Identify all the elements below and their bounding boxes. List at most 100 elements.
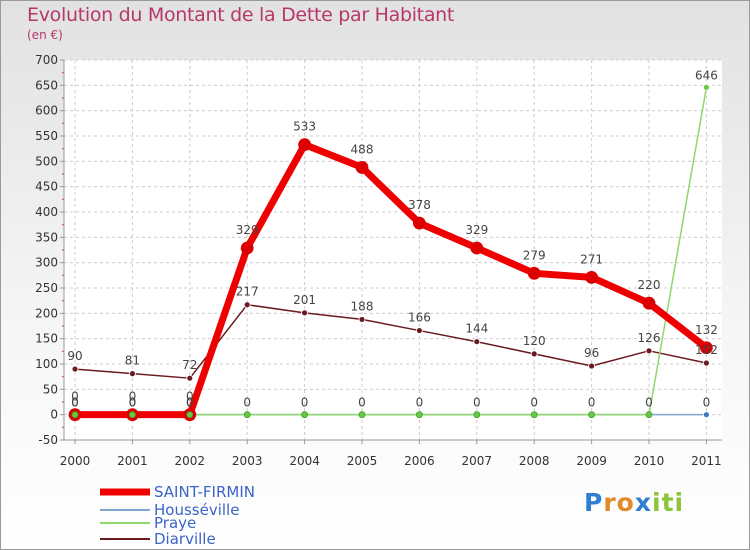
axes bbox=[60, 59, 722, 444]
data-label: 0 bbox=[416, 396, 424, 410]
y-tick-label: 300 bbox=[35, 256, 58, 270]
data-label: 271 bbox=[580, 252, 603, 266]
x-tick-label: 2006 bbox=[404, 454, 435, 468]
data-label: 0 bbox=[243, 396, 251, 410]
data-label: 102 bbox=[695, 343, 718, 357]
data-label: 0 bbox=[186, 396, 194, 410]
x-tick-label: 2011 bbox=[691, 454, 722, 468]
x-tick-label: 2002 bbox=[175, 454, 206, 468]
data-label: 72 bbox=[182, 358, 197, 372]
data-point bbox=[186, 411, 194, 419]
data-label: 279 bbox=[523, 248, 546, 262]
data-point bbox=[355, 161, 369, 174]
data-label: 81 bbox=[125, 354, 140, 368]
legend-label: SAINT-FIRMIN bbox=[154, 483, 255, 501]
data-point bbox=[128, 370, 136, 378]
data-point bbox=[585, 270, 598, 284]
data-label: 646 bbox=[695, 68, 718, 82]
data-point bbox=[588, 362, 595, 370]
x-tick-label: 2001 bbox=[117, 454, 148, 468]
x-tick-label: 2003 bbox=[232, 454, 263, 468]
logo-letter: i bbox=[674, 488, 685, 517]
data-label: 329 bbox=[236, 223, 259, 237]
data-label: 166 bbox=[408, 311, 431, 325]
x-tick-label: 2009 bbox=[576, 454, 607, 468]
chart-title: Evolution du Montant de la Dette par Hab… bbox=[27, 4, 455, 26]
data-point bbox=[415, 411, 423, 419]
y-tick-label: 600 bbox=[35, 104, 58, 118]
y-tick-label: -50 bbox=[38, 433, 58, 447]
data-label: 217 bbox=[236, 285, 259, 299]
proxiti-logo: Proxiti bbox=[584, 488, 684, 517]
data-point bbox=[243, 411, 251, 419]
legend-label: Praye bbox=[154, 514, 196, 532]
chart-unit: (en €) bbox=[27, 28, 63, 42]
data-point bbox=[703, 83, 710, 91]
data-label: 0 bbox=[71, 390, 79, 404]
logo-letter: P bbox=[584, 488, 604, 517]
y-tick-label: 100 bbox=[35, 357, 58, 371]
data-point bbox=[470, 241, 484, 255]
y-tick-label: 200 bbox=[35, 306, 58, 320]
y-tick-label: 450 bbox=[35, 180, 58, 194]
data-point bbox=[645, 411, 653, 419]
data-label: 126 bbox=[638, 331, 661, 345]
y-tick-label: 650 bbox=[35, 78, 58, 92]
data-point bbox=[240, 241, 254, 255]
data-point bbox=[243, 301, 251, 309]
data-point bbox=[473, 338, 481, 346]
logo-letter: i bbox=[652, 488, 662, 517]
data-label: 0 bbox=[703, 396, 711, 410]
data-label: 488 bbox=[351, 142, 374, 156]
x-tick-label: 2000 bbox=[60, 454, 91, 468]
plot-area bbox=[64, 60, 722, 440]
data-point bbox=[588, 411, 595, 419]
data-point bbox=[530, 350, 538, 358]
series-line-saint-firmin bbox=[75, 141, 709, 419]
y-tick-label: 500 bbox=[35, 154, 58, 168]
data-label: 0 bbox=[473, 396, 481, 410]
logo-letter: o bbox=[616, 488, 635, 517]
data-label: 90 bbox=[67, 349, 82, 363]
data-label: 0 bbox=[588, 396, 596, 410]
data-label: 533 bbox=[293, 120, 316, 134]
x-tick-label: 2007 bbox=[462, 454, 493, 468]
y-tick-label: 400 bbox=[35, 205, 58, 219]
data-point bbox=[186, 374, 194, 382]
y-tick-label: 50 bbox=[43, 382, 58, 396]
y-tick-label: 550 bbox=[35, 129, 58, 143]
data-point bbox=[301, 309, 309, 317]
data-point bbox=[703, 411, 710, 419]
y-tick-labels: -50 0 50 100 150 200 250 300 350 400 450 500 550 600 6… bbox=[35, 53, 58, 447]
logo-letter: x bbox=[634, 488, 652, 517]
series-line-diarville bbox=[74, 303, 707, 379]
data-point bbox=[298, 138, 312, 152]
data-label: 0 bbox=[301, 396, 309, 410]
data-label: 329 bbox=[465, 223, 488, 237]
y-tick-label: 250 bbox=[35, 281, 58, 295]
data-label: 0 bbox=[358, 396, 366, 410]
data-label: 0 bbox=[71, 396, 79, 410]
data-label: 378 bbox=[408, 198, 431, 212]
data-point bbox=[358, 411, 366, 419]
x-tick-labels: 2000 2001 2002 2003 2004 2005 2006 2007 2008 2009… bbox=[60, 454, 722, 468]
data-label: 0 bbox=[129, 396, 137, 410]
data-point bbox=[415, 327, 423, 334]
data-point bbox=[703, 359, 710, 367]
x-tick-label: 2004 bbox=[289, 454, 320, 468]
logo-letter: r bbox=[603, 488, 617, 517]
data-label: 120 bbox=[523, 334, 546, 348]
data-label: 0 bbox=[186, 390, 194, 404]
data-point bbox=[71, 411, 79, 419]
data-label: 144 bbox=[465, 322, 488, 336]
data-point bbox=[358, 316, 366, 323]
data-point bbox=[128, 411, 136, 419]
y-tick-label: 150 bbox=[35, 332, 58, 346]
data-point bbox=[642, 296, 656, 310]
data-point bbox=[530, 411, 538, 419]
data-label: 0 bbox=[129, 396, 137, 410]
series-lines bbox=[68, 83, 713, 422]
x-tick-label: 2008 bbox=[519, 454, 550, 468]
